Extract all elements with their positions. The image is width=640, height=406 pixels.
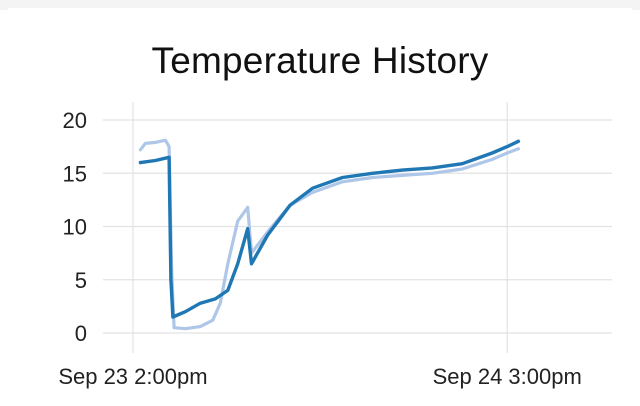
x-tick-label: Sep 24 3:00pm	[433, 364, 582, 389]
y-tick-label: 5	[75, 268, 87, 293]
y-tick-label: 10	[63, 215, 87, 240]
grid-lines	[103, 102, 612, 353]
y-tick-label: 20	[63, 108, 87, 133]
y-tick-label: 0	[75, 321, 87, 346]
y-tick-label: 15	[63, 161, 87, 186]
x-tick-label: Sep 23 2:00pm	[58, 364, 207, 389]
chart-card	[8, 8, 632, 400]
series-line-1	[138, 138, 520, 331]
x-axis: Sep 23 2:00pm Sep 24 3:00pm	[58, 364, 581, 389]
y-axis: 0 5 10 15 20	[63, 108, 87, 346]
chart-title: Temperature History	[151, 40, 489, 81]
series-lines	[138, 138, 521, 331]
series-line-2	[138, 139, 521, 319]
top-strip	[0, 0, 640, 10]
